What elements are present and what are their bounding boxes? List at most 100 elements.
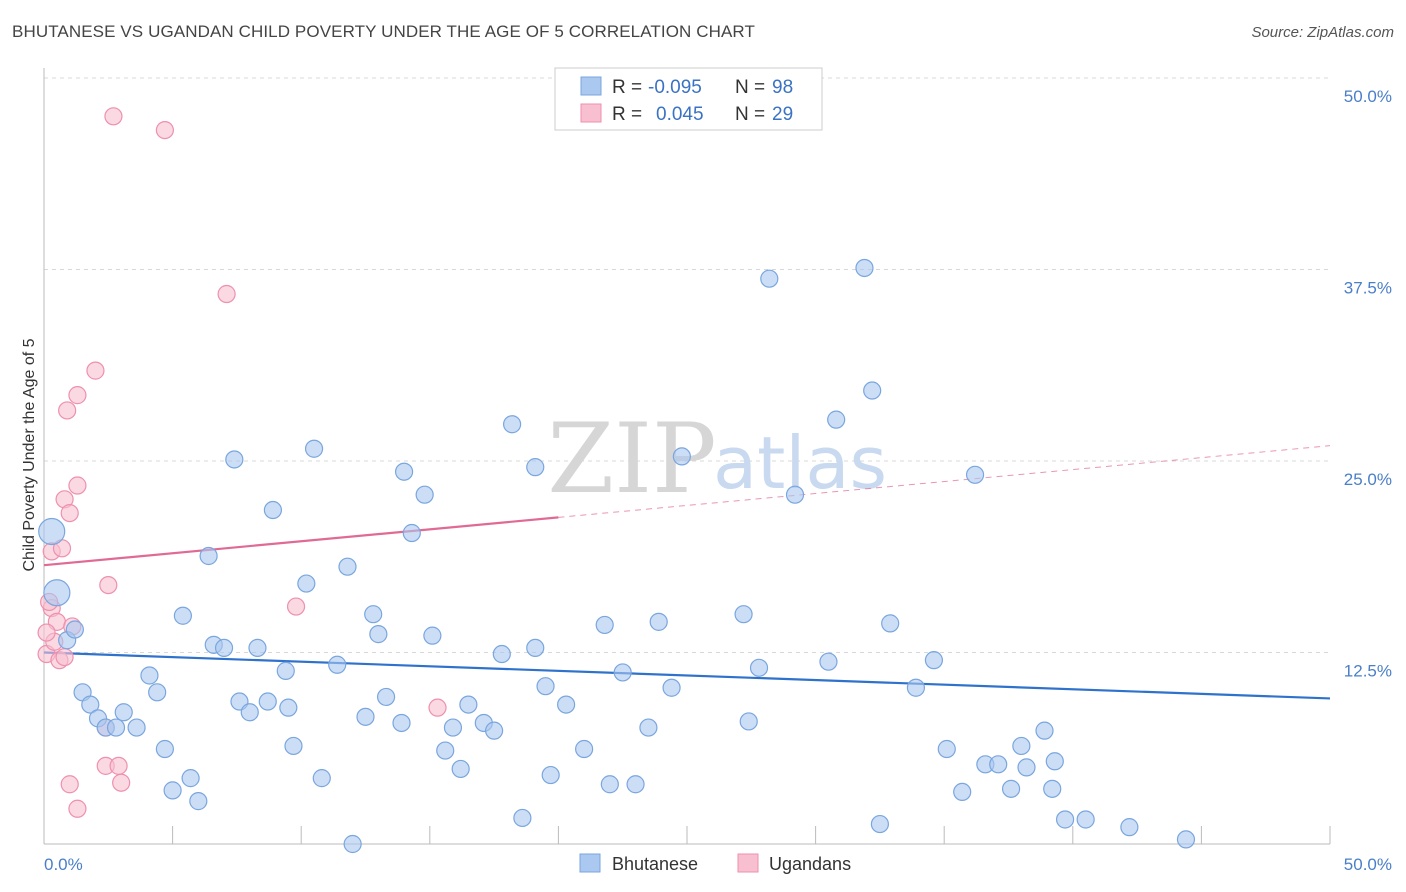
ugandans-point-9 xyxy=(58,401,77,420)
ugandans-trend-extension xyxy=(558,445,1331,518)
bhutanese-point-71 xyxy=(760,269,779,288)
bhutanese-point-14 xyxy=(163,781,182,800)
bhutanese-point-95 xyxy=(1176,830,1196,849)
bhutanese-point-47 xyxy=(451,759,470,779)
bhutanese-point-30 xyxy=(297,574,316,593)
bhutanese-point-77 xyxy=(870,814,890,834)
legend-r-value-1: -0.095 xyxy=(648,77,702,98)
bhutanese-point-15 xyxy=(173,606,192,625)
bhutanese-point-53 xyxy=(513,808,532,828)
bhutanese-point-54 xyxy=(526,458,545,477)
x-tick-label-1: 50.0% xyxy=(1344,855,1392,874)
bhutanese-point-23 xyxy=(240,703,259,722)
bhutanese-point-24 xyxy=(248,638,267,658)
bhutanese-point-55 xyxy=(526,638,545,658)
bhutanese-point-25 xyxy=(258,692,277,711)
bhutanese-point-27 xyxy=(276,661,295,680)
bhutanese-point-62 xyxy=(613,663,632,682)
y-axis-label: Child Poverty Under the Age of 5 xyxy=(21,338,38,571)
bhutanese-point-88 xyxy=(1017,758,1036,777)
bhutanese-point-78 xyxy=(881,614,900,633)
source-label: Source: ZipAtlas.com xyxy=(1251,24,1394,41)
bhutanese-point-65 xyxy=(649,612,668,631)
legend-r-value-2: 0.045 xyxy=(656,104,704,125)
bhutanese-point-16 xyxy=(181,769,200,788)
trend-lines xyxy=(43,445,1331,700)
bhutanese-point-1 xyxy=(43,579,71,607)
grid-lines xyxy=(44,77,1330,653)
y-tick-label-0: 12.5% xyxy=(1344,662,1392,681)
bhutanese-point-74 xyxy=(827,410,846,429)
bhutanese-point-3 xyxy=(65,620,84,639)
bhutanese-point-31 xyxy=(304,439,324,458)
bhutanese-point-38 xyxy=(369,625,388,644)
bhutanese-point-26 xyxy=(263,500,283,520)
bhutanese-point-18 xyxy=(199,546,218,566)
bhutanese-point-41 xyxy=(394,462,414,481)
bhutanese-point-83 xyxy=(965,465,985,484)
bhutanese-point-89 xyxy=(1035,721,1054,740)
legend-n-label-1: N = xyxy=(735,77,765,98)
bhutanese-point-64 xyxy=(639,718,658,737)
bhutanese-point-81 xyxy=(937,739,956,759)
x-tick-labels: 0.0% 50.0% xyxy=(44,855,1392,874)
bhutanese-point-11 xyxy=(140,666,159,685)
legend-r-label-1: R = xyxy=(612,77,642,98)
bhutanese-point-87 xyxy=(1012,736,1031,756)
y-tick-label-3: 50.0% xyxy=(1344,87,1392,106)
bhutanese-point-85 xyxy=(989,755,1008,774)
bhutanese-point-32 xyxy=(312,769,331,788)
bhutanese-point-34 xyxy=(338,557,357,576)
legend-swatch-ugandans xyxy=(580,103,602,123)
bhutanese-trend-line xyxy=(43,651,1331,700)
ugandans-point-23 xyxy=(155,120,174,140)
bhutanese-point-13 xyxy=(155,739,174,759)
bhutanese-point-58 xyxy=(557,695,576,714)
bhutanese-point-33 xyxy=(328,655,347,674)
ugandans-point-26 xyxy=(428,698,447,717)
bhutanese-point-21 xyxy=(225,450,244,469)
bhutanese-point-86 xyxy=(1001,779,1021,798)
ugandans-point-11 xyxy=(60,503,79,523)
ugandans-point-14 xyxy=(68,476,87,495)
bhutanese-point-45 xyxy=(436,741,455,760)
bhutanese-point-60 xyxy=(595,615,614,635)
y-tick-labels: 12.5% 25.0% 37.5% 50.0% xyxy=(1344,87,1392,681)
bhutanese-point-94 xyxy=(1120,818,1139,837)
ugandans-trend-line xyxy=(43,516,559,567)
bhutanese-point-37 xyxy=(364,605,383,624)
legend-swatch-bhutanese xyxy=(580,76,602,96)
bhutanese-point-61 xyxy=(600,775,619,794)
legend-n-value-2: 29 xyxy=(772,104,793,125)
ugandans-point-13 xyxy=(68,386,87,405)
bhutanese-point-12 xyxy=(148,683,167,702)
bhutanese-point-39 xyxy=(376,687,396,707)
bhutanese-point-10 xyxy=(127,718,146,737)
bhutanese-point-91 xyxy=(1045,752,1064,771)
ugandans-point-20 xyxy=(109,756,128,775)
bottom-legend: Bhutanese Ugandans xyxy=(579,853,851,874)
bhutanese-point-46 xyxy=(443,718,463,737)
ugandans-points xyxy=(37,107,447,818)
ugandans-point-7 xyxy=(55,647,74,667)
ugandans-point-10 xyxy=(60,775,79,794)
bhutanese-point-17 xyxy=(189,792,208,811)
ugandans-point-28 xyxy=(37,623,56,642)
bhutanese-point-36 xyxy=(356,707,375,726)
legend-box: R = -0.095 N = 98 R = 0.045 N = 29 xyxy=(554,67,823,131)
chart-title: BHUTANESE VS UGANDAN CHILD POVERTY UNDER… xyxy=(12,22,755,41)
ugandans-point-21 xyxy=(112,773,131,792)
ugandans-point-19 xyxy=(99,575,118,595)
bottom-legend-ugandans: Ugandans xyxy=(769,854,851,874)
bhutanese-point-57 xyxy=(541,765,560,785)
bhutanese-point-70 xyxy=(749,658,769,677)
ugandans-point-24 xyxy=(217,284,236,304)
bhutanese-point-51 xyxy=(492,644,511,664)
bottom-legend-swatch-ugandans xyxy=(737,853,759,873)
bhutanese-point-5 xyxy=(81,695,100,714)
bhutanese-point-80 xyxy=(924,651,944,670)
bhutanese-point-50 xyxy=(485,721,504,740)
ugandans-point-22 xyxy=(104,107,123,126)
bhutanese-point-44 xyxy=(423,626,442,645)
